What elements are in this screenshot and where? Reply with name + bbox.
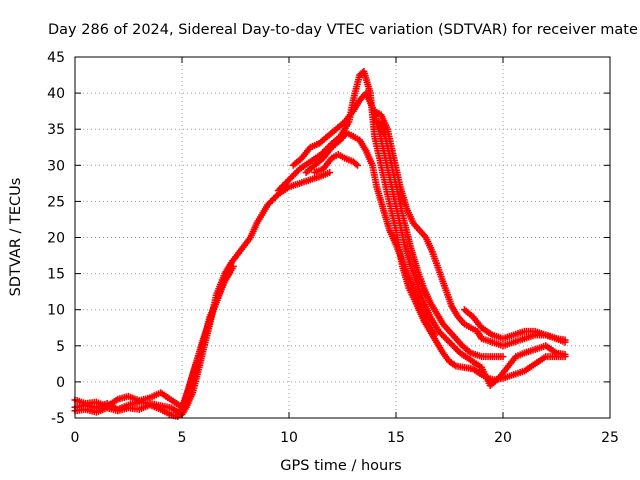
y-tick-label: 35 <box>47 122 65 138</box>
data-point <box>499 353 507 361</box>
y-tick-label: 5 <box>56 339 65 355</box>
series-track-10 <box>375 118 507 361</box>
data-point <box>225 270 233 278</box>
y-tick-label: -5 <box>51 411 65 427</box>
series-track-1 <box>71 169 334 418</box>
series-track-3 <box>71 270 233 421</box>
x-tick-label: 25 <box>601 430 619 446</box>
series-track-5 <box>289 89 569 390</box>
y-tick-label: 10 <box>47 303 65 319</box>
y-tick-label: 15 <box>47 267 65 283</box>
axis-ticks: 0 5 10 15 20 25 -5 0 5 10 15 20 25 30 35 40 45 <box>47 50 619 446</box>
series-track-2 <box>71 262 237 411</box>
data-point <box>431 331 439 339</box>
data-point <box>561 350 569 358</box>
x-tick-label: 20 <box>494 430 512 446</box>
data-point <box>561 338 569 346</box>
data-point <box>326 169 334 177</box>
y-axis-label: SDTVAR / TECUs <box>8 178 24 297</box>
x-tick-label: 5 <box>178 430 187 446</box>
x-axis-label: GPS time / hours <box>280 458 401 474</box>
y-tick-label: 20 <box>47 231 65 247</box>
y-tick-label: 45 <box>47 50 65 66</box>
y-tick-label: 25 <box>47 194 65 210</box>
x-tick-label: 0 <box>71 430 80 446</box>
data-point <box>229 262 237 270</box>
grid-lines <box>75 57 610 418</box>
y-tick-label: 30 <box>47 158 65 174</box>
series-track-8 <box>371 107 569 350</box>
x-tick-label: 10 <box>280 430 298 446</box>
data-points <box>71 67 569 421</box>
x-tick-label: 15 <box>387 430 405 446</box>
series-track-7 <box>311 150 361 177</box>
y-tick-label: 40 <box>47 86 65 102</box>
data-point <box>352 160 360 168</box>
series-track-6 <box>302 129 439 339</box>
chart-title: Day 286 of 2024, Sidereal Day-to-day VTE… <box>48 22 638 38</box>
data-point <box>353 161 361 169</box>
series-track-9 <box>460 306 569 346</box>
y-tick-label: 0 <box>56 375 65 391</box>
